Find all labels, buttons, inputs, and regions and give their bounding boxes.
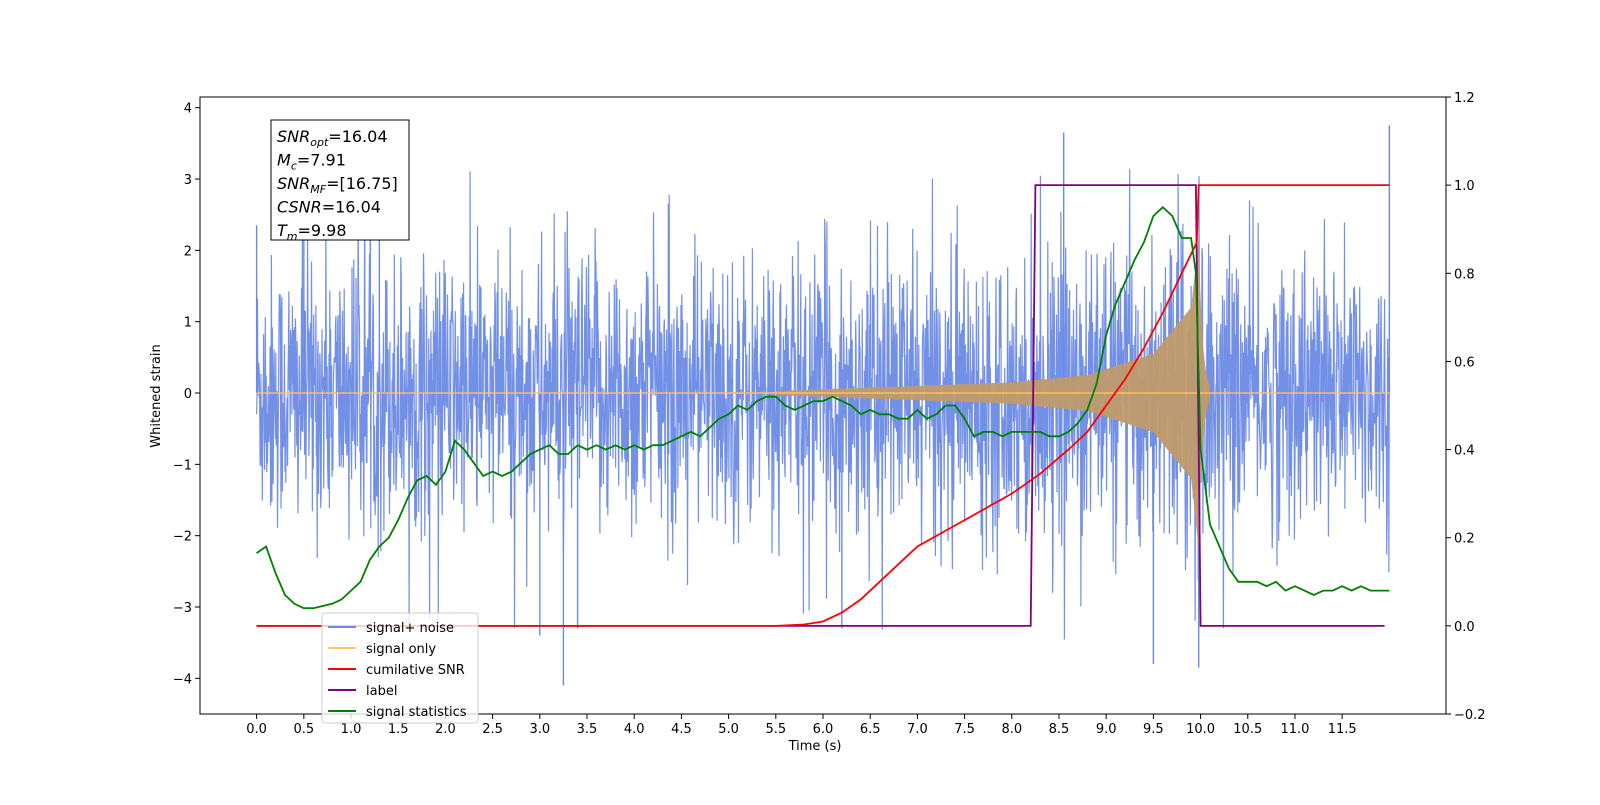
series-signal-noise-line bbox=[256, 157, 1390, 640]
y-tick-label: −2 bbox=[173, 530, 192, 545]
x-tick-label: 8.5 bbox=[1049, 722, 1070, 737]
x-tick-label: 9.0 bbox=[1096, 722, 1117, 737]
x-tick-label: 2.0 bbox=[435, 722, 456, 737]
info-line: SNRopt=16.04 bbox=[277, 127, 388, 149]
y-right-tick-label: 0.2 bbox=[1454, 532, 1475, 547]
x-tick-label: 5.0 bbox=[718, 722, 739, 737]
legend-entry: signal+ noise bbox=[366, 621, 454, 636]
x-tick-label: 10.5 bbox=[1233, 722, 1262, 737]
y-right-tick-label: 1.2 bbox=[1454, 91, 1475, 106]
info-line: CSNR=16.04 bbox=[277, 198, 381, 217]
x-tick-label: 3.5 bbox=[577, 722, 598, 737]
x-tick-label: 0.5 bbox=[293, 722, 314, 737]
x-tick-label: 5.5 bbox=[765, 722, 786, 737]
y-tick-label: −1 bbox=[173, 458, 192, 473]
y-right-tick-label: 1.0 bbox=[1454, 179, 1475, 194]
x-tick-label: 8.0 bbox=[1001, 722, 1022, 737]
x-tick-label: 9.5 bbox=[1143, 722, 1164, 737]
series-signal-statistics-line bbox=[256, 205, 1390, 610]
y-tick-label: 2 bbox=[184, 244, 192, 259]
info-box-frame bbox=[270, 119, 410, 241]
legend-entry: label bbox=[366, 684, 397, 699]
x-tick-label: 2.5 bbox=[482, 722, 503, 737]
y-axis-label: Whitened strain bbox=[149, 344, 164, 447]
y-right-tick-label: 0.0 bbox=[1454, 620, 1475, 635]
legend-frame bbox=[321, 612, 479, 724]
y-tick-label: 1 bbox=[184, 316, 192, 331]
info-line: SNRMF=[16.75] bbox=[277, 174, 398, 196]
y-right-tick-label: 0.4 bbox=[1454, 444, 1475, 459]
x-tick-label: 1.0 bbox=[341, 722, 362, 737]
x-tick-label: 11.5 bbox=[1328, 722, 1357, 737]
x-tick-label: 7.0 bbox=[907, 722, 928, 737]
x-tick-label: 11.0 bbox=[1280, 722, 1309, 737]
info-line: Tm=9.98 bbox=[277, 221, 347, 243]
y-tick-label: 4 bbox=[184, 102, 192, 117]
y-tick-label: −3 bbox=[173, 601, 192, 616]
y-tick-label: 0 bbox=[184, 387, 192, 402]
y-tick-label: −4 bbox=[173, 672, 192, 687]
legend-entry: signal only bbox=[366, 642, 436, 657]
legend-entry: cumilative SNR bbox=[366, 663, 465, 678]
x-tick-label: 4.0 bbox=[624, 722, 645, 737]
x-tick-label: 3.0 bbox=[529, 722, 550, 737]
x-tick-label: 4.5 bbox=[671, 722, 692, 737]
x-tick-label: 10.0 bbox=[1186, 722, 1215, 737]
y-right-tick-label: 0.6 bbox=[1454, 355, 1475, 370]
x-tick-label: 7.5 bbox=[954, 722, 975, 737]
x-tick-label: 6.0 bbox=[813, 722, 834, 737]
info-line: Mc=7.91 bbox=[277, 151, 346, 173]
x-axis-label: Time (s) bbox=[788, 739, 842, 754]
y-right-tick-label: 0.8 bbox=[1454, 267, 1475, 282]
legend-entry: signal statistics bbox=[366, 705, 467, 720]
x-tick-label: 0.0 bbox=[246, 722, 267, 737]
y-tick-label: 3 bbox=[184, 173, 192, 188]
series-cumilative-snr-line bbox=[256, 184, 1390, 627]
x-tick-label: 1.5 bbox=[388, 722, 409, 737]
legend: signal+ noise signal only cumilative SNR la… bbox=[321, 612, 479, 724]
y-right-tick-label: −0.2 bbox=[1454, 708, 1486, 723]
series-label-line bbox=[256, 184, 1385, 627]
x-tick-label: 6.5 bbox=[860, 722, 881, 737]
